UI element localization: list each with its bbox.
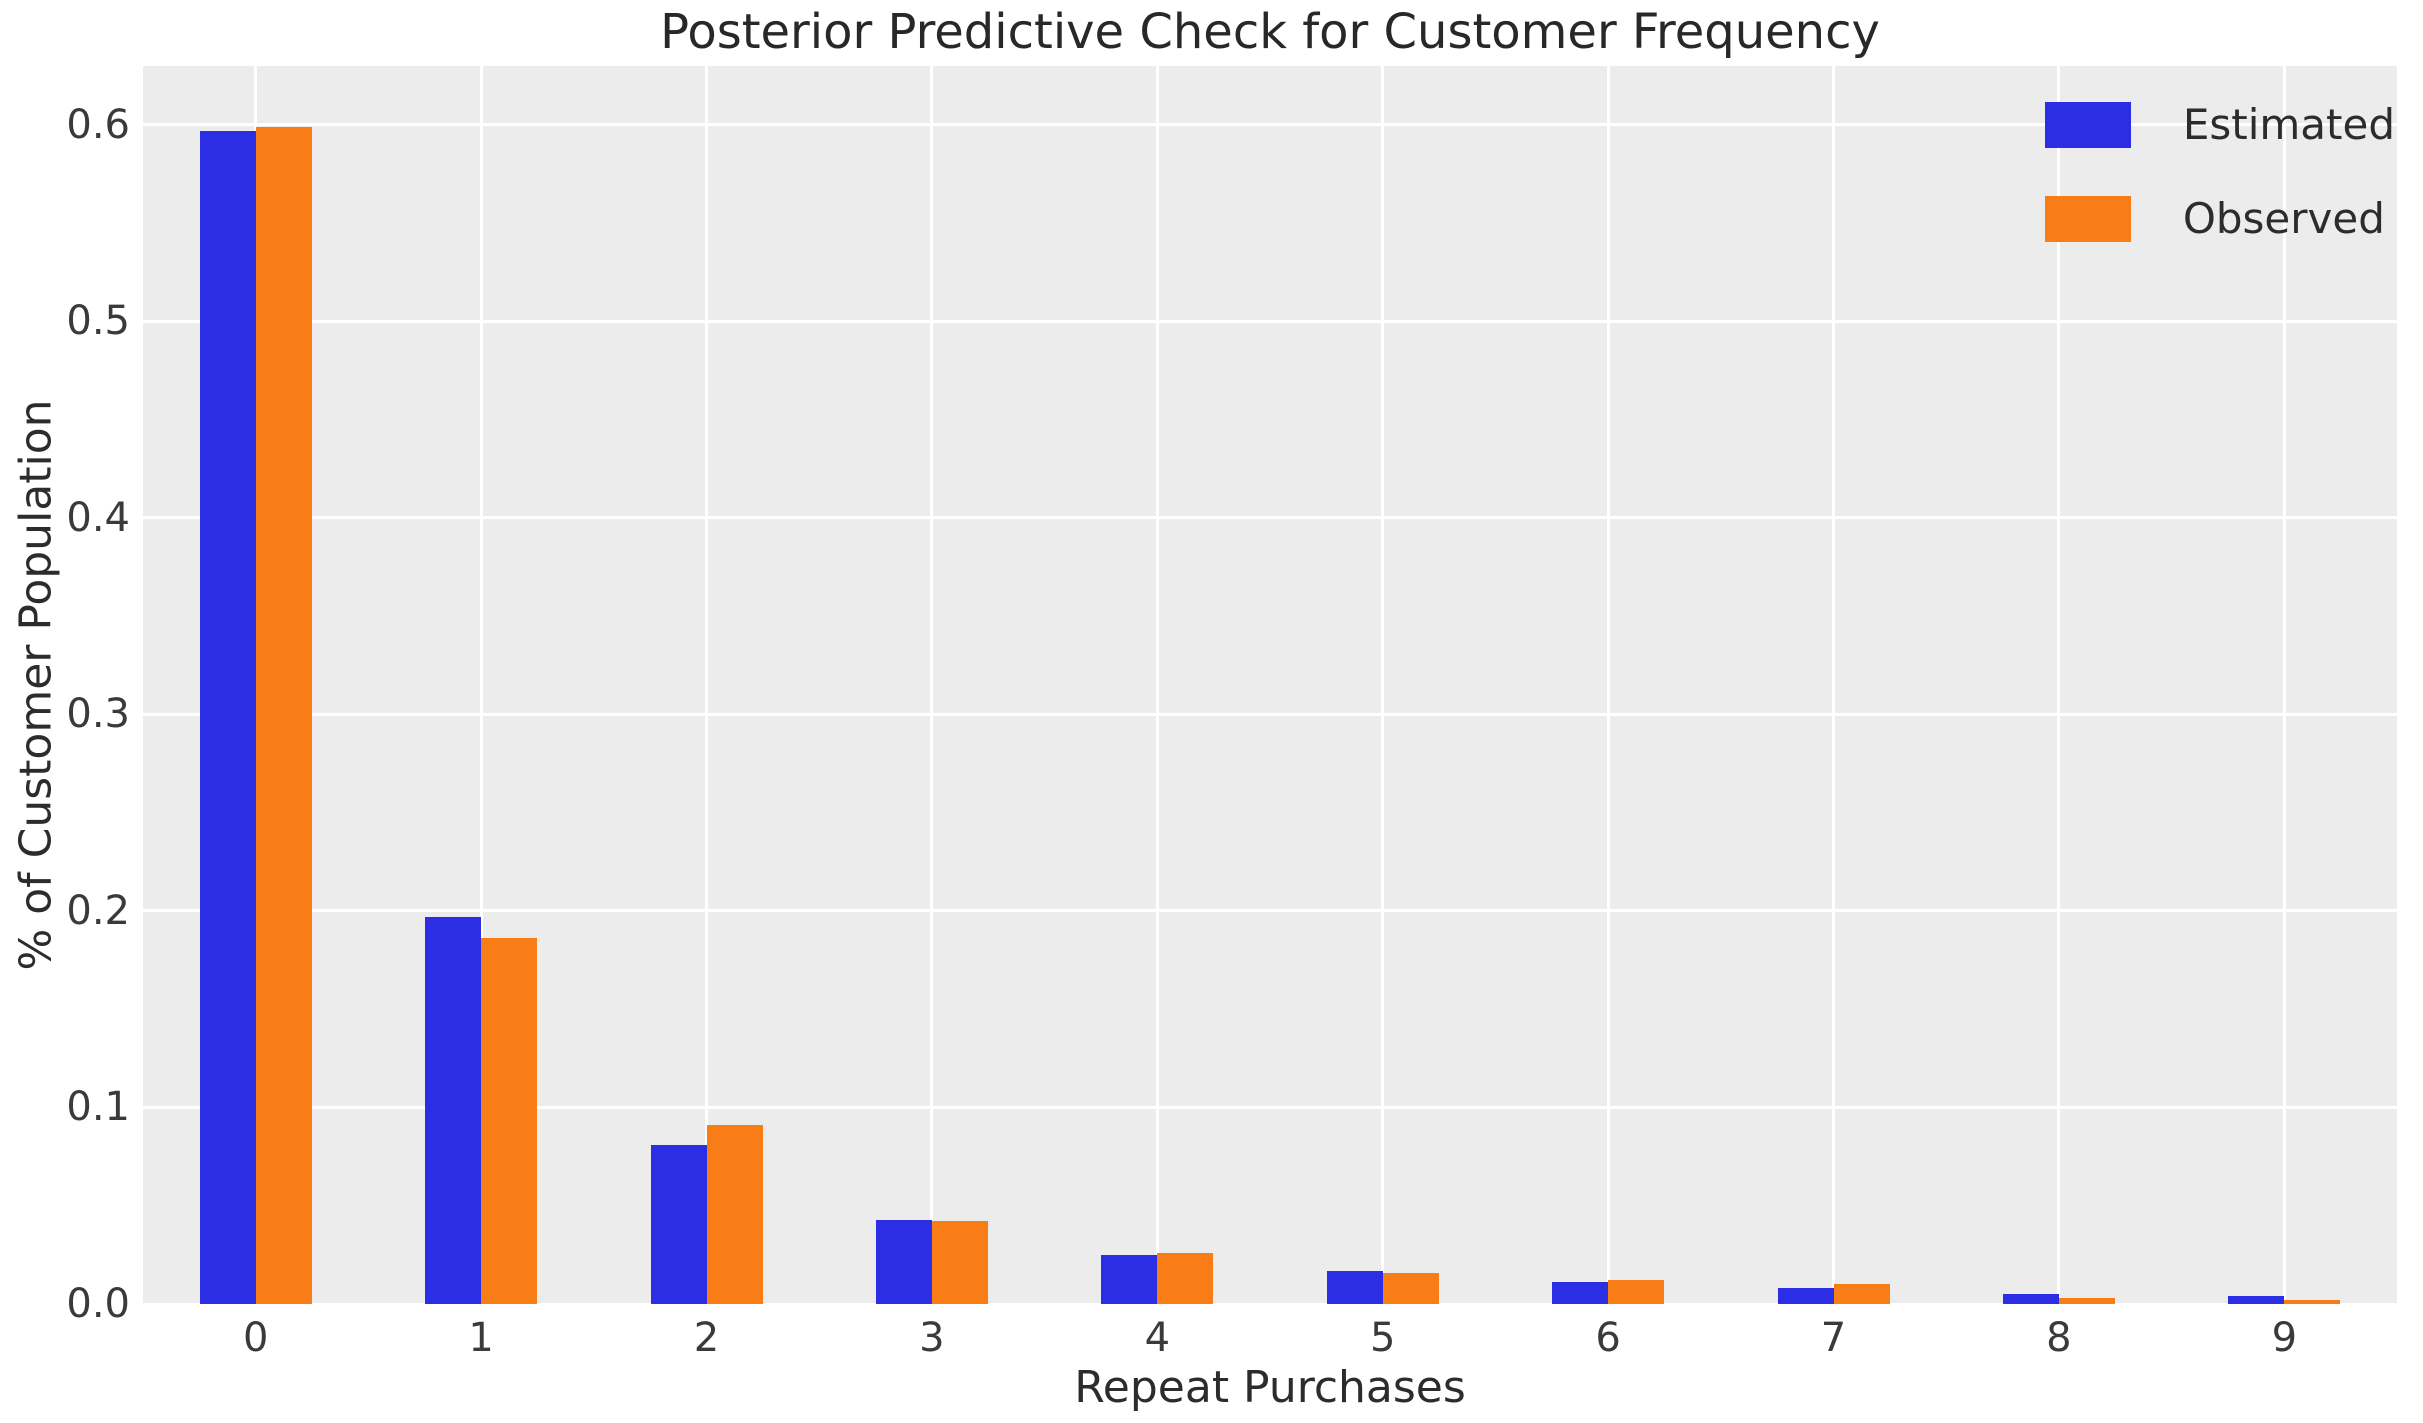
bar-estimated-1: [425, 917, 482, 1304]
x-tick-label-1: 1: [468, 1315, 494, 1361]
y-tick-label-5: 0.5: [66, 298, 130, 345]
bar-estimated-0: [199, 131, 256, 1304]
bar-observed-5: [1382, 1273, 1439, 1304]
y-tick-label-4: 0.4: [66, 494, 130, 541]
gridline-v-4: [1155, 66, 1159, 1304]
x-tick-label-9: 9: [2271, 1315, 2298, 1361]
gridline-h-0.5: [143, 319, 2397, 323]
bar-estimated-4: [1101, 1255, 1158, 1304]
y-tick-label-0: 0.0: [66, 1281, 130, 1327]
bar-observed-7: [1833, 1284, 1890, 1304]
legend-item-observed: Observed: [2044, 194, 2395, 243]
gridline-h-0.2: [143, 909, 2397, 913]
y-tick-label-1: 0.1: [66, 1084, 130, 1131]
gridline-h-0.3: [143, 712, 2397, 716]
gridline-v-3: [930, 66, 934, 1304]
legend-swatch-estimated-icon: [2044, 102, 2131, 148]
gridline-h-0.4: [143, 516, 2397, 520]
bar-observed-1: [481, 938, 538, 1304]
legend-label-estimated: Estimated: [2182, 100, 2395, 149]
y-axis-label: % of Customer Population: [10, 399, 62, 971]
plot-area: Estimated Observed: [143, 66, 2397, 1306]
gridline-v-6: [1606, 66, 1610, 1304]
x-tick-label-5: 5: [1369, 1315, 1396, 1361]
bar-estimated-8: [2002, 1294, 2059, 1304]
x-tick-label-2: 2: [693, 1315, 720, 1361]
y-tick-label-2: 0.2: [66, 887, 130, 934]
chart-title: Posterior Predictive Check for Customer …: [660, 4, 1880, 60]
gridline-v-5: [1381, 66, 1385, 1304]
bar-observed-2: [706, 1125, 763, 1304]
x-axis-label: Repeat Purchases: [1074, 1362, 1466, 1413]
gridline-v-8: [2057, 66, 2061, 1304]
legend-item-estimated: Estimated: [2044, 100, 2395, 149]
bar-estimated-5: [1326, 1271, 1383, 1304]
x-tick-label-7: 7: [1820, 1315, 1847, 1361]
gridline-v-7: [1832, 66, 1835, 1304]
bar-estimated-3: [875, 1220, 932, 1304]
bar-estimated-7: [1777, 1288, 1834, 1304]
gridline-v-1: [479, 66, 483, 1304]
gridline-v-2: [705, 66, 708, 1304]
bar-observed-8: [2058, 1298, 2115, 1304]
gridline-h-0.6: [143, 123, 2397, 127]
x-tick-label-4: 4: [1144, 1315, 1171, 1361]
bar-estimated-9: [2228, 1296, 2285, 1304]
bar-observed-9: [2284, 1300, 2341, 1304]
y-tick-label-6: 0.6: [66, 101, 130, 148]
bar-observed-3: [931, 1221, 988, 1304]
bar-estimated-2: [650, 1145, 707, 1304]
bar-observed-6: [1608, 1280, 1665, 1304]
x-tick-label-8: 8: [2046, 1315, 2072, 1361]
legend-swatch-observed-icon: [2044, 196, 2131, 242]
bar-observed-4: [1157, 1253, 1214, 1304]
gridline-h-0.0: [143, 1302, 2397, 1306]
bar-observed-0: [255, 127, 312, 1304]
x-tick-label-6: 6: [1595, 1315, 1621, 1361]
gridline-h-0.1: [143, 1106, 2397, 1109]
y-tick-label-3: 0.3: [66, 691, 130, 738]
gridline-v-9: [2282, 66, 2286, 1304]
legend-label-observed: Observed: [2182, 194, 2385, 243]
x-tick-label-3: 3: [919, 1315, 945, 1361]
legend: Estimated Observed: [2044, 100, 2395, 243]
x-tick-label-0: 0: [242, 1315, 269, 1361]
bar-estimated-6: [1552, 1282, 1609, 1304]
